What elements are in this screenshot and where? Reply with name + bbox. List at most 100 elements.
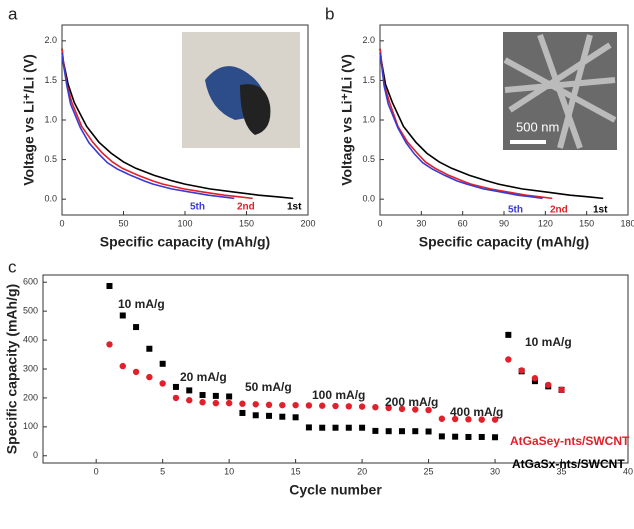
point xyxy=(119,362,126,370)
point xyxy=(172,394,180,402)
rate-label: 100 mA/g xyxy=(312,388,365,402)
x-tick-label: 150 xyxy=(579,218,594,228)
point xyxy=(478,416,485,423)
point xyxy=(279,413,286,420)
point xyxy=(119,312,126,319)
point xyxy=(133,324,140,331)
point xyxy=(212,392,219,399)
point xyxy=(159,380,166,387)
point xyxy=(106,341,113,348)
inset-film xyxy=(240,84,271,135)
y-tick-label: 0.5 xyxy=(44,154,57,164)
cycle-label: 5th xyxy=(508,205,523,216)
point xyxy=(186,387,193,394)
point xyxy=(265,401,273,409)
point xyxy=(372,403,379,411)
x-tick-label: 0 xyxy=(59,218,64,228)
x-tick-label: 0 xyxy=(377,218,382,228)
y-tick-label: 0 xyxy=(33,450,38,460)
x-axis-label: Specific capacity (mAh/g) xyxy=(419,234,589,250)
point xyxy=(292,401,299,409)
x-tick-label: 40 xyxy=(623,466,633,476)
y-tick-label: 300 xyxy=(23,363,38,373)
cycle-label: 5th xyxy=(190,202,205,213)
point xyxy=(438,433,445,440)
point xyxy=(385,404,392,412)
y-tick-label: 1.5 xyxy=(44,75,57,85)
point xyxy=(518,367,525,374)
y-tick-label: 1.0 xyxy=(362,114,375,124)
curve xyxy=(61,48,253,200)
point xyxy=(252,412,259,419)
point xyxy=(452,433,459,440)
x-tick-label: 180 xyxy=(620,218,634,228)
x-tick-label: 30 xyxy=(416,218,426,228)
x-tick-label: 100 xyxy=(177,218,192,228)
point xyxy=(225,399,233,407)
rate-label: 20 mA/g xyxy=(180,370,227,384)
y-axis-label: Specific capacity (mAh/g) xyxy=(4,284,20,454)
point xyxy=(412,406,419,413)
x-tick-label: 60 xyxy=(458,218,468,228)
point xyxy=(146,373,153,381)
point xyxy=(186,397,193,404)
x-tick-label: 90 xyxy=(499,218,509,228)
point xyxy=(359,424,366,431)
scale-bar xyxy=(510,140,546,144)
point xyxy=(212,399,220,407)
curve xyxy=(379,48,604,200)
point xyxy=(279,401,286,409)
cycle-label: 2nd xyxy=(237,202,255,213)
x-tick-label: 0 xyxy=(94,466,99,476)
cycle-label: 1st xyxy=(593,205,608,216)
x-axis-label: Cycle number xyxy=(289,482,382,498)
scale-label: 500 nm xyxy=(516,119,559,134)
series-label: AtGaSey-nts/SWCNT xyxy=(510,434,630,448)
rate-label: 400 mA/g xyxy=(450,405,503,419)
point xyxy=(465,433,472,440)
point xyxy=(332,402,339,410)
x-tick-label: 150 xyxy=(239,218,254,228)
point xyxy=(545,381,552,389)
rate-label: 50 mA/g xyxy=(245,380,292,394)
x-tick-label: 10 xyxy=(224,466,234,476)
point xyxy=(332,424,339,431)
y-tick-label: 400 xyxy=(23,334,38,344)
y-tick-label: 200 xyxy=(23,392,38,402)
point xyxy=(305,424,312,431)
point xyxy=(345,424,352,431)
panel-label: c xyxy=(8,257,17,276)
point xyxy=(451,415,459,423)
x-tick-label: 35 xyxy=(557,466,567,476)
point xyxy=(226,393,233,400)
y-axis-label: Voltage vs Li⁺/Li (V) xyxy=(21,54,37,186)
x-tick-label: 25 xyxy=(424,466,434,476)
point xyxy=(239,400,246,407)
y-tick-label: 2.0 xyxy=(362,35,375,45)
point xyxy=(531,375,539,382)
point xyxy=(492,434,499,441)
x-tick-label: 20 xyxy=(357,466,367,476)
point xyxy=(358,403,366,410)
point xyxy=(106,282,113,289)
x-tick-label: 30 xyxy=(490,466,500,476)
y-tick-label: 600 xyxy=(23,277,38,287)
point xyxy=(398,428,405,435)
point xyxy=(385,428,392,435)
point xyxy=(372,427,379,434)
x-tick-label: 15 xyxy=(291,466,301,476)
point xyxy=(172,383,179,390)
curve xyxy=(61,52,235,200)
x-tick-label: 5 xyxy=(160,466,165,476)
y-tick-label: 1.0 xyxy=(44,114,57,124)
y-tick-label: 500 xyxy=(23,306,38,316)
point xyxy=(465,416,472,423)
panel-label: b xyxy=(325,4,334,23)
point xyxy=(132,368,140,376)
point xyxy=(425,428,432,435)
point xyxy=(199,399,206,406)
y-axis-label: Voltage vs Li⁺/Li (V) xyxy=(339,54,355,186)
point xyxy=(478,433,485,440)
point xyxy=(345,403,352,410)
